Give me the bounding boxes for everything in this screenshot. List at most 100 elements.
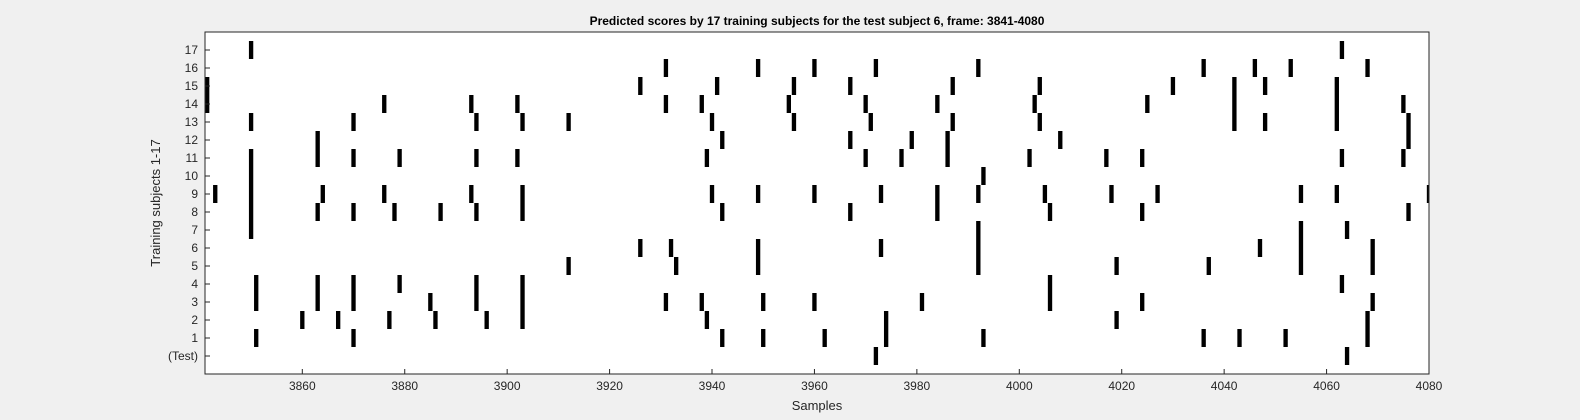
spike-mark xyxy=(863,95,868,113)
y-tick-label: 4 xyxy=(191,277,198,291)
y-tick-label: 5 xyxy=(191,259,198,273)
spike-mark xyxy=(1201,329,1206,347)
spike-mark xyxy=(873,59,879,77)
spike-mark xyxy=(433,311,438,329)
y-tick-label: 16 xyxy=(185,61,199,75)
spike-mark xyxy=(863,149,868,167)
spike-mark xyxy=(1037,77,1042,95)
spike-mark xyxy=(638,239,643,257)
spike-mark xyxy=(714,77,720,95)
spike-mark xyxy=(315,275,320,311)
spike-mark xyxy=(1155,185,1160,203)
spike-mark xyxy=(387,311,392,329)
spike-mark xyxy=(315,131,320,167)
x-tick-label: 4060 xyxy=(1313,379,1340,393)
spike-mark xyxy=(382,95,387,113)
spike-mark xyxy=(474,203,479,221)
y-tick-label: 10 xyxy=(185,169,199,183)
spike-mark xyxy=(1334,77,1339,131)
spike-mark xyxy=(822,329,827,347)
x-tick-label: 4000 xyxy=(1006,379,1033,393)
spike-mark xyxy=(335,311,341,329)
x-tick-label: 3980 xyxy=(904,379,931,393)
spike-mark xyxy=(848,203,853,221)
spike-mark xyxy=(699,95,704,113)
spike-mark xyxy=(761,293,766,311)
spike-mark xyxy=(248,41,254,59)
spike-mark xyxy=(1344,221,1350,239)
spike-mark xyxy=(1298,185,1304,203)
spike-mark xyxy=(1042,185,1048,203)
spike-mark xyxy=(1047,203,1053,221)
spike-mark xyxy=(248,149,254,239)
spike-mark xyxy=(709,113,715,131)
spike-mark xyxy=(1114,257,1119,275)
spike-mark xyxy=(566,257,571,275)
spike-mark xyxy=(1334,185,1339,203)
y-tick-label: 17 xyxy=(185,43,199,57)
spike-mark xyxy=(704,149,710,167)
spike-mark xyxy=(1365,59,1370,77)
spike-mark xyxy=(812,59,817,77)
spike-marks xyxy=(205,41,1429,365)
spike-mark xyxy=(868,113,873,131)
spike-mark xyxy=(520,275,525,329)
spike-mark xyxy=(1206,257,1211,275)
spike-mark xyxy=(474,149,479,167)
spike-mark xyxy=(515,149,520,167)
spike-mark xyxy=(663,59,669,77)
spike-mark xyxy=(1047,275,1053,311)
spike-mark xyxy=(248,113,254,131)
spike-mark xyxy=(1058,131,1063,149)
spike-mark xyxy=(1370,239,1375,275)
spike-mark xyxy=(720,329,725,347)
x-tick-label: 4080 xyxy=(1416,379,1443,393)
spike-mark xyxy=(351,113,356,131)
spike-mark xyxy=(1283,329,1288,347)
spike-mark xyxy=(315,203,320,221)
x-tick-label: 3940 xyxy=(699,379,726,393)
spike-mark xyxy=(1344,347,1350,365)
x-tick-label: 3920 xyxy=(596,379,623,393)
spike-mark xyxy=(1401,149,1406,167)
spike-mark xyxy=(704,311,710,329)
spike-mark xyxy=(755,59,761,77)
spike-mark xyxy=(791,113,797,131)
spike-mark xyxy=(1401,95,1406,113)
spike-mark xyxy=(786,95,792,113)
spike-mark xyxy=(663,293,669,311)
spike-mark xyxy=(1339,275,1345,293)
spike-mark xyxy=(397,149,402,167)
spike-mark xyxy=(976,185,981,203)
spike-mark xyxy=(300,311,305,329)
plot-area xyxy=(205,32,1429,374)
spike-mark xyxy=(351,149,356,167)
spike-mark xyxy=(878,239,884,257)
x-tick-label: 3960 xyxy=(801,379,828,393)
spike-mark xyxy=(1406,113,1411,149)
spike-mark xyxy=(351,275,356,311)
spike-mark xyxy=(351,329,356,347)
spike-mark xyxy=(254,275,259,311)
spike-mark xyxy=(1037,113,1042,131)
spike-mark xyxy=(1140,293,1145,311)
y-axis-label: Training subjects 1-17 xyxy=(148,139,163,266)
spike-mark xyxy=(1339,41,1345,59)
spike-mark xyxy=(709,185,715,203)
spike-mark xyxy=(909,131,914,149)
spike-mark xyxy=(1232,77,1237,131)
spike-mark xyxy=(883,311,889,347)
y-tick-label: 15 xyxy=(185,79,199,93)
spike-mark xyxy=(878,185,884,203)
x-tick-label: 3860 xyxy=(289,379,316,393)
spike-mark xyxy=(1406,203,1411,221)
y-tick-label: 11 xyxy=(186,151,199,165)
y-tick-label: 8 xyxy=(191,205,198,219)
y-tick-label: 6 xyxy=(191,241,198,255)
spike-mark xyxy=(1257,239,1263,257)
spike-mark xyxy=(673,257,679,275)
spike-mark xyxy=(566,113,571,131)
spike-mark xyxy=(438,203,443,221)
spike-mark xyxy=(755,185,761,203)
